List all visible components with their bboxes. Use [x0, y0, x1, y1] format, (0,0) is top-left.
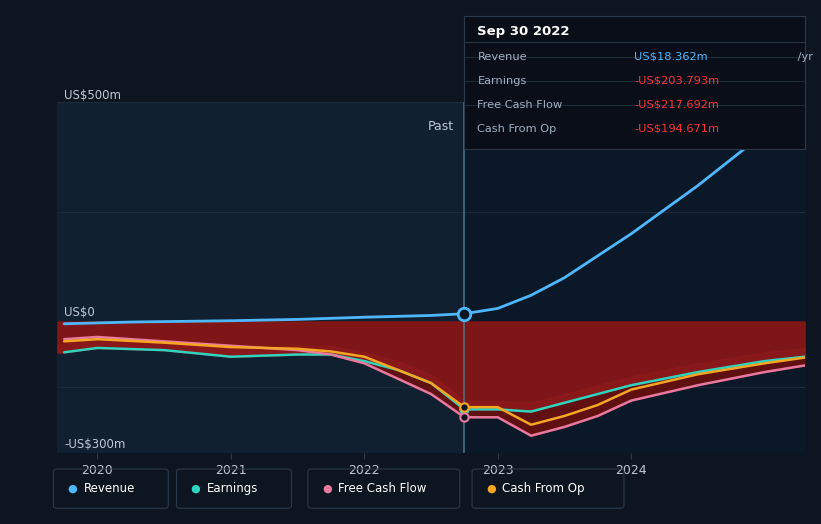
Text: /yr: /yr [795, 52, 814, 62]
Text: Revenue: Revenue [478, 52, 527, 62]
Text: Earnings: Earnings [207, 482, 259, 495]
Bar [465, 102, 805, 453]
Text: -US$217.692m: -US$217.692m [635, 100, 719, 110]
Text: Earnings: Earnings [478, 76, 527, 86]
Bar [57, 102, 465, 453]
Text: US$18.362m: US$18.362m [635, 52, 708, 62]
Text: ●: ● [190, 483, 200, 494]
Text: Free Cash Flow: Free Cash Flow [478, 100, 562, 110]
Text: Revenue: Revenue [84, 482, 135, 495]
Text: US$0: US$0 [64, 307, 95, 320]
Text: ●: ● [322, 483, 332, 494]
Text: Analysts Forecasts: Analysts Forecasts [480, 119, 597, 133]
Text: -US$194.671m: -US$194.671m [635, 124, 719, 134]
Text: Sep 30 2022: Sep 30 2022 [478, 25, 570, 38]
Text: Cash From Op: Cash From Op [502, 482, 585, 495]
Text: Past: Past [428, 119, 454, 133]
Text: Free Cash Flow: Free Cash Flow [338, 482, 427, 495]
Text: ●: ● [67, 483, 77, 494]
Text: -US$203.793m: -US$203.793m [635, 76, 719, 86]
Text: Cash From Op: Cash From Op [478, 124, 557, 134]
Text: US$500m: US$500m [64, 89, 122, 102]
Text: ●: ● [486, 483, 496, 494]
Text: -US$300m: -US$300m [64, 438, 126, 451]
